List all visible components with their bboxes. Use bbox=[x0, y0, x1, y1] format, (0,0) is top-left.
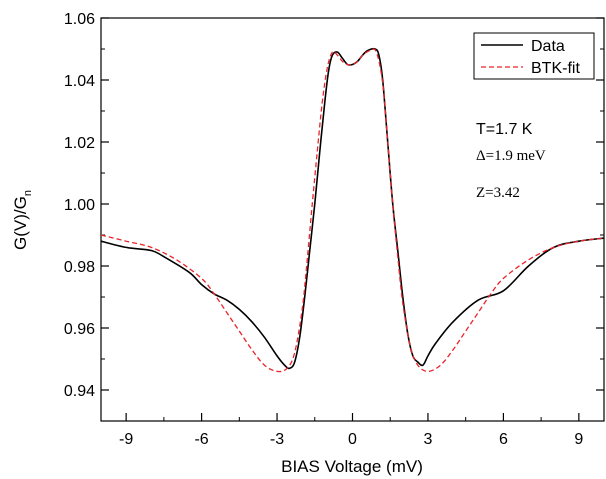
legend-box bbox=[473, 32, 595, 80]
x-tick-label: -6 bbox=[194, 431, 208, 448]
x-axis-label: BIAS Voltage (mV) bbox=[281, 457, 423, 476]
legend-label-data: Data bbox=[531, 38, 565, 55]
x-tick-label: 6 bbox=[499, 431, 508, 448]
y-axis-label: G(V)/Gn bbox=[11, 190, 34, 250]
y-tick-label: 0.94 bbox=[64, 383, 95, 400]
y-axis-label-sub: n bbox=[22, 190, 34, 196]
y-axis: 0.94 0.96 0.98 1.00 1.02 1.04 1.06 bbox=[64, 11, 604, 422]
y-tick-label: 1.04 bbox=[64, 73, 95, 90]
annotation-temperature: T=1.7 K bbox=[476, 121, 533, 138]
y-tick-label: 0.96 bbox=[64, 321, 95, 338]
y-tick-label: 1.02 bbox=[64, 135, 95, 152]
y-tick-label: 1.00 bbox=[64, 197, 95, 214]
x-tick-label: 9 bbox=[574, 431, 583, 448]
svg-text:G(V)/Gn: G(V)/Gn bbox=[11, 190, 34, 250]
y-tick-label: 1.06 bbox=[64, 11, 95, 28]
legend: Data BTK-fit bbox=[473, 32, 595, 80]
annotation-gap: Δ=1.9 meV bbox=[476, 148, 546, 164]
x-axis: -9 -6 -3 0 3 6 9 bbox=[119, 413, 583, 448]
series-line-data bbox=[101, 47, 604, 370]
x-tick-label: 3 bbox=[423, 431, 432, 448]
x-tick-label: -9 bbox=[119, 431, 133, 448]
y-axis-label-main: G(V)/G bbox=[11, 196, 30, 250]
legend-label-btk-fit: BTK-fit bbox=[531, 60, 580, 77]
x-tick-label: 0 bbox=[348, 431, 357, 448]
annotation-barrier: Z=3.42 bbox=[476, 185, 520, 201]
x-tick-label: -3 bbox=[270, 431, 284, 448]
series-line-btk-fit bbox=[101, 48, 604, 373]
y-tick-label: 0.98 bbox=[64, 259, 95, 276]
